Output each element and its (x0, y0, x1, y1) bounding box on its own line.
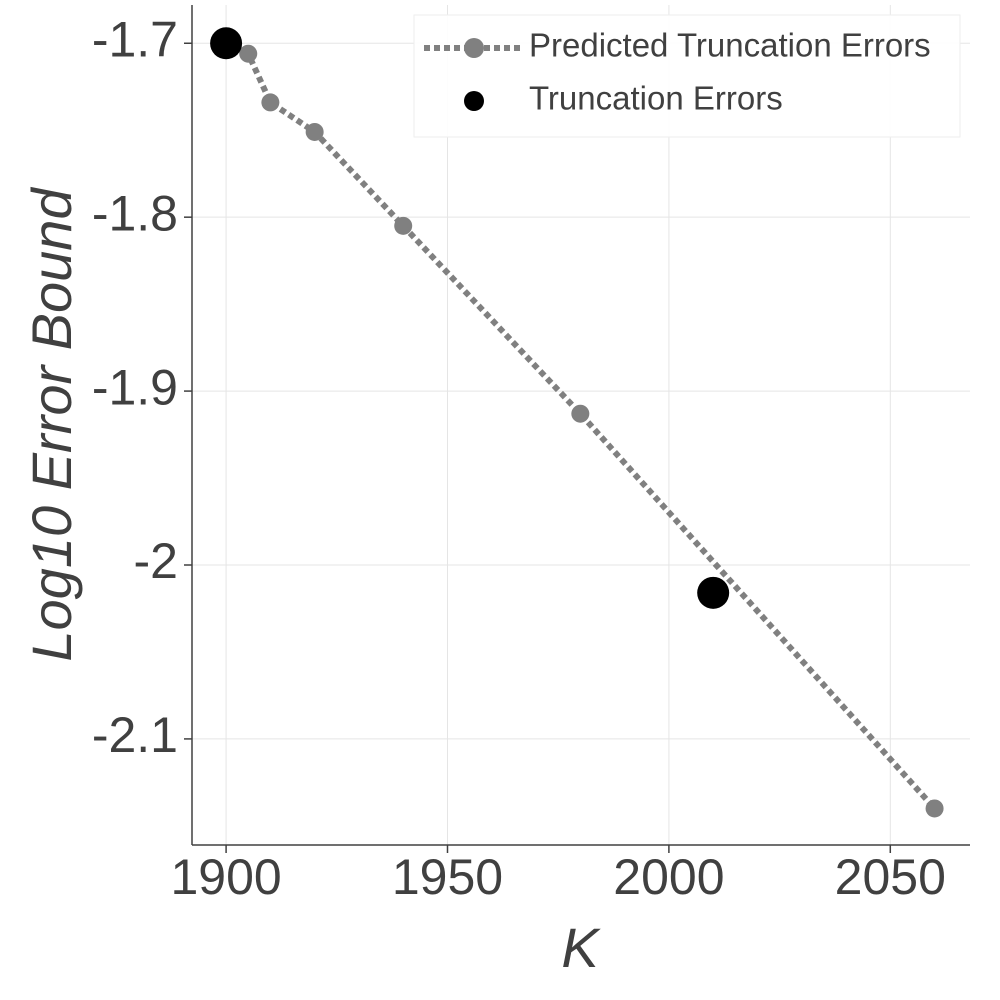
y-tick-label: -1.7 (92, 11, 178, 67)
legend-label: Truncation Errors (529, 80, 783, 117)
point (394, 216, 413, 235)
series-line (224, 40, 937, 811)
y-axis-label: Log10 Error Bound (20, 187, 83, 662)
legend-label: Predicted Truncation Errors (529, 27, 931, 64)
y-tick-label: -2.1 (92, 707, 178, 763)
x-tick-label: 2050 (835, 849, 946, 905)
x-tick-label: 1900 (170, 849, 281, 905)
x-tick-label: 1950 (392, 849, 503, 905)
point (697, 576, 730, 609)
y-tick-label: -2 (134, 533, 178, 589)
point (305, 122, 324, 141)
legend-marker (464, 38, 484, 58)
x-tick-label: 2000 (613, 849, 724, 905)
y-tick-label: -1.8 (92, 185, 178, 241)
point (239, 44, 258, 63)
point (925, 799, 944, 818)
legend-box (413, 14, 961, 138)
point (261, 93, 280, 112)
x-axis-label: K (561, 916, 601, 979)
point (571, 404, 590, 423)
legend-marker (464, 91, 484, 111)
point (210, 27, 243, 60)
y-tick-label: -1.9 (92, 359, 178, 415)
